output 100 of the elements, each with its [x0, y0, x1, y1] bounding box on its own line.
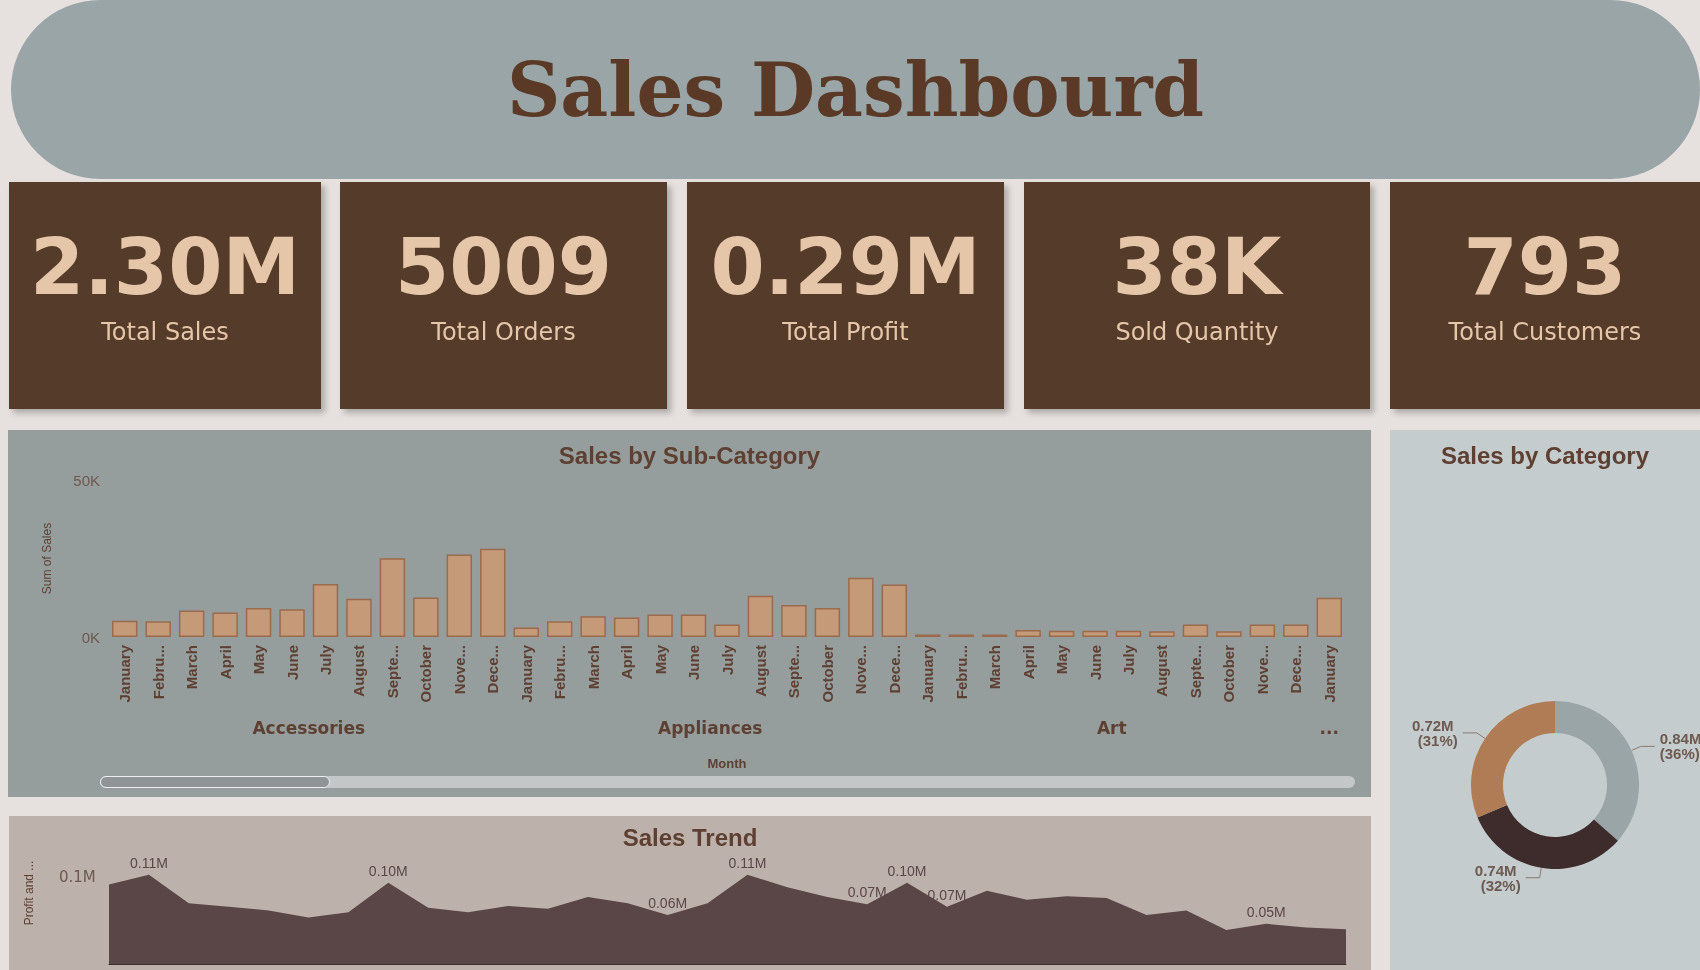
text: Art — [1096, 718, 1127, 738]
x-tick-label: Dece... — [885, 645, 903, 694]
bar — [379, 558, 406, 637]
x-tick-label: March — [584, 645, 602, 690]
x-tick-label: July — [1120, 644, 1138, 676]
x-tick-label: Septe... — [383, 645, 401, 699]
text: Sales Dashbourd — [506, 46, 1205, 133]
x-tick-label: January — [517, 644, 535, 703]
text: ... — [1319, 718, 1339, 738]
chart-title: Sales by Sub-Category — [558, 441, 821, 469]
bar — [1015, 630, 1041, 637]
x-tick-label: May — [250, 644, 268, 675]
x-tick-label: May — [1053, 644, 1071, 675]
bar — [346, 598, 372, 637]
x-tick-label: June — [283, 645, 301, 681]
bar — [413, 597, 439, 637]
bar — [680, 614, 707, 637]
bar — [747, 595, 774, 637]
x-tick-label: March — [986, 645, 1004, 690]
text: 5009 — [393, 222, 614, 312]
bar — [1149, 631, 1175, 637]
text: Appliances — [658, 718, 763, 738]
bar — [312, 583, 339, 637]
bar — [1048, 630, 1075, 637]
bar — [714, 624, 740, 637]
bar — [212, 612, 238, 637]
bar — [1115, 630, 1142, 637]
y-tick-label: 0K — [81, 628, 100, 646]
x-tick-label: Febru... — [952, 645, 970, 700]
bar — [781, 604, 807, 637]
chart-title: Sales Trend — [622, 823, 758, 851]
bar — [647, 614, 673, 637]
bar — [881, 584, 908, 637]
x-tick-label: May — [651, 644, 669, 675]
text: Total Sales — [100, 318, 230, 346]
x-tick-label: Febru... — [551, 645, 569, 700]
x-tick-label: Nove... — [1253, 645, 1271, 695]
annotation: 0.10M — [368, 862, 408, 879]
bar — [279, 609, 305, 637]
annotation: 0.07M — [847, 884, 887, 901]
bar — [1316, 597, 1342, 637]
text: Accessories — [252, 718, 366, 738]
x-tick-label: Nove... — [852, 645, 870, 695]
x-tick-label: Febru... — [149, 645, 167, 700]
x-tick-label: June — [685, 645, 703, 681]
x-tick-label: August — [1153, 645, 1171, 697]
bar — [446, 554, 473, 637]
x-tick-label: April — [216, 645, 234, 680]
text: Total Profit — [781, 318, 910, 346]
text: 38K — [1111, 222, 1285, 312]
x-tick-label: October — [1220, 644, 1238, 703]
x-tick-label: June — [1086, 645, 1104, 681]
bar — [1283, 624, 1309, 637]
bar — [480, 548, 506, 637]
annotation: 0.05M — [1246, 903, 1286, 920]
text: Total Customers — [1447, 318, 1643, 346]
x-tick-label: October — [818, 644, 836, 703]
annotation: 0.10M — [887, 862, 927, 879]
bar — [848, 577, 874, 637]
x-tick-label: January — [1320, 644, 1338, 703]
y-tick-label: 50K — [73, 471, 100, 489]
bar — [245, 608, 272, 637]
x-tick-label: March — [183, 645, 201, 690]
bar — [112, 620, 138, 637]
x-tick-label: Dece... — [1287, 645, 1305, 694]
bar — [580, 616, 606, 637]
y-axis-title: Sum of Sales — [40, 522, 54, 595]
x-tick-label: January — [116, 644, 134, 703]
data-label: 0.72M (31%) — [1411, 716, 1458, 749]
bar — [814, 608, 841, 637]
y-axis-title: Profit and ... — [22, 860, 36, 926]
x-tick-label: April — [1019, 645, 1037, 680]
x-tick-label: Dece... — [484, 645, 502, 694]
x-tick-label: August — [350, 645, 368, 697]
text: Total Orders — [430, 318, 577, 346]
bar — [613, 617, 640, 637]
x-tick-label: Nove... — [450, 645, 468, 695]
annotation: 0.11M — [728, 854, 767, 871]
annotation: 0.11M — [129, 854, 168, 871]
text: 0.1M — [59, 868, 96, 886]
bar — [178, 610, 205, 637]
bar — [513, 627, 539, 637]
x-tick-label: Septe... — [1186, 645, 1204, 699]
x-tick-label: January — [919, 644, 937, 703]
text: Sold Quantity — [1114, 318, 1280, 346]
bar — [145, 621, 171, 637]
x-tick-label: July — [718, 644, 736, 676]
data-label: 0.74M (32%) — [1474, 861, 1521, 894]
annotation: 0.06M — [648, 894, 688, 911]
bar — [1182, 624, 1209, 637]
x-tick-label: August — [751, 645, 769, 697]
text: 0.29M — [709, 222, 982, 312]
text: 2.30M — [28, 222, 302, 312]
data-label: 0.84M (36%) — [1659, 730, 1700, 763]
bar — [1249, 624, 1276, 637]
x-tick-label: October — [417, 644, 435, 703]
text: 793 — [1462, 222, 1628, 312]
bar — [1082, 630, 1108, 637]
x-tick-label: Septe... — [785, 645, 803, 699]
x-axis-title: Month — [707, 756, 747, 771]
